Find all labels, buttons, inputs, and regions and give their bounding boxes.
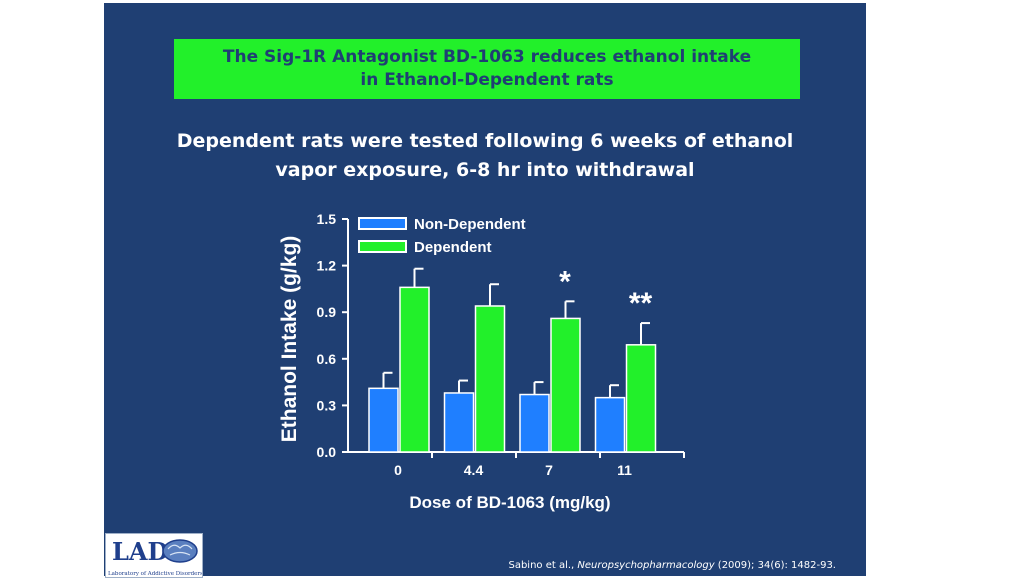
- bar-dependent: [399, 286, 430, 453]
- bar-non-dependent: [519, 393, 550, 453]
- y-axis-label: Ethanol Intake (g/kg): [278, 236, 301, 443]
- bar-non-dependent: [443, 392, 475, 453]
- y-tick-label: 0.6: [317, 351, 337, 367]
- subtitle: Dependent rats were tested following 6 w…: [104, 127, 866, 185]
- logo-letters: LAD: [112, 537, 169, 566]
- title-line-2: in Ethanol-Dependent rats: [360, 70, 614, 90]
- citation-authors: Sabino et al.,: [508, 560, 578, 571]
- slide: The Sig-1R Antagonist BD-1063 reduces et…: [104, 3, 866, 578]
- bar-non-dependent: [368, 387, 399, 453]
- title-line-1: The Sig-1R Antagonist BD-1063 reduces et…: [222, 47, 752, 67]
- y-tick-label: 1.2: [317, 258, 337, 274]
- x-tick-label: 0: [394, 462, 402, 478]
- legend-label: Dependent: [414, 239, 492, 256]
- citation-journal: Neuropsychopharmacology: [577, 560, 715, 571]
- y-tick-label: 0.9: [317, 304, 337, 320]
- brain-icon: [162, 539, 198, 563]
- lab-logo: LAD Laboratory of Addictive Disorders: [105, 533, 203, 578]
- bar-dependent: [625, 344, 657, 453]
- legend-swatch: [358, 240, 407, 253]
- logo-caption: Laboratory of Addictive Disorders: [108, 571, 203, 577]
- citation: Sabino et al., Neuropsychopharmacology (…: [508, 560, 836, 571]
- x-tick-label: 11: [617, 462, 632, 478]
- legend-swatch: [358, 217, 407, 230]
- title-box: The Sig-1R Antagonist BD-1063 reduces et…: [174, 39, 800, 99]
- significance-marker: **: [629, 287, 653, 320]
- x-tick-label: 7: [545, 462, 553, 478]
- x-axis-label: Dose of BD-1063 (mg/kg): [409, 493, 610, 512]
- x-tick-label: 4.4: [464, 462, 484, 478]
- subtitle-line-2: vapor exposure, 6-8 hr into withdrawal: [275, 159, 695, 181]
- subtitle-line-1: Dependent rats were tested following 6 w…: [176, 130, 794, 152]
- bar-chart: 0.0 0.3 0.6 0.9 1.2 1.5 Ethanol Intake (g/kg) 0…: [278, 211, 685, 512]
- bar-dependent: [474, 305, 506, 453]
- bar-dependent: [550, 317, 581, 453]
- legend-label: Non-Dependent: [414, 216, 526, 233]
- citation-details: (2009); 34(6): 1482-93.: [714, 560, 836, 571]
- y-tick-label: 0.0: [317, 444, 337, 460]
- significance-marker: *: [559, 265, 571, 298]
- bar-non-dependent: [594, 396, 626, 453]
- y-tick-label: 0.3: [317, 397, 337, 413]
- y-tick-label: 1.5: [317, 211, 337, 227]
